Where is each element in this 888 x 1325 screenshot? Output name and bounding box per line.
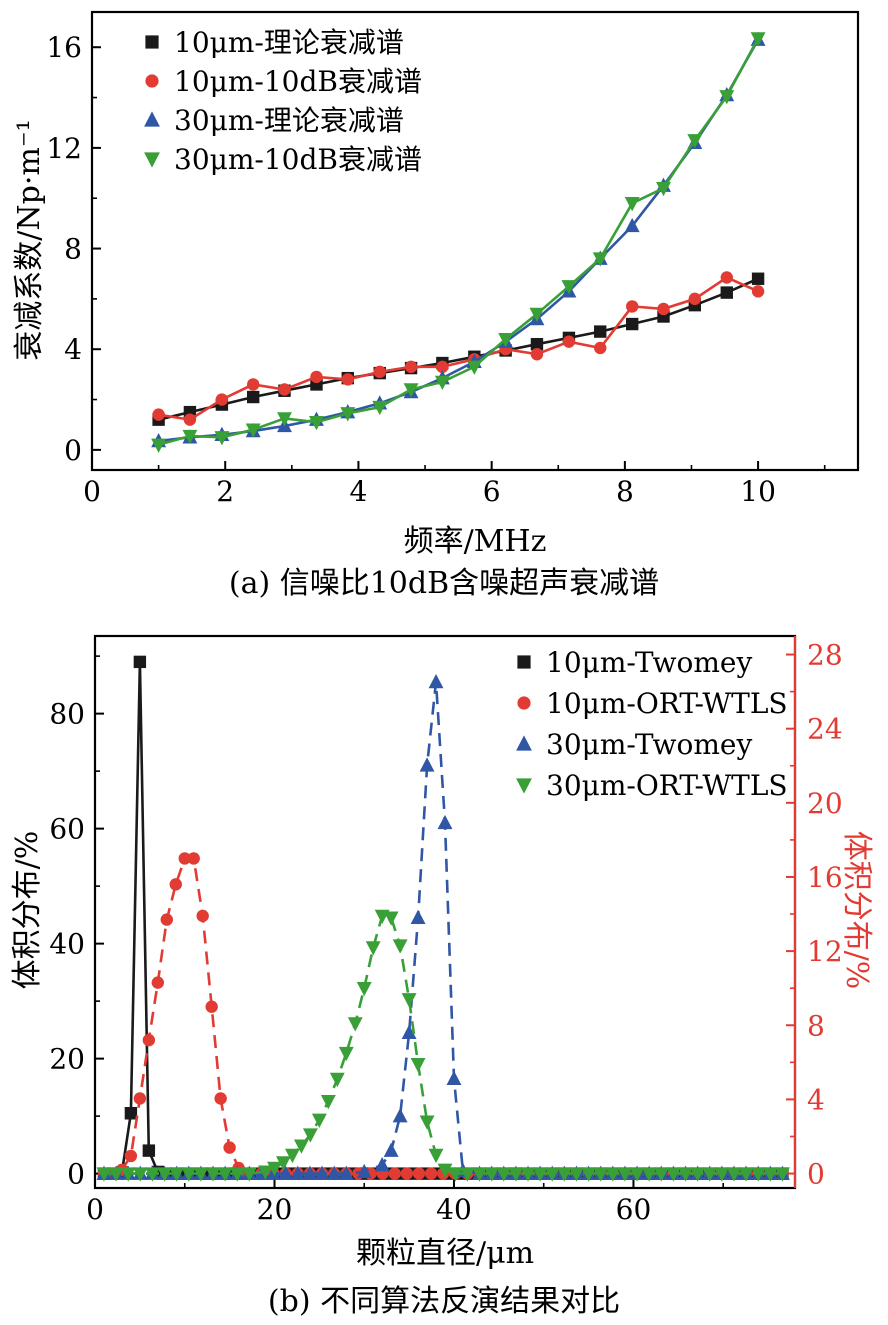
y-tick-label: 20 [49,1043,85,1076]
series-markers-1 [152,271,765,426]
plot-frame [90,10,860,472]
series-line-3 [158,37,760,447]
y2-tick-label: 12 [807,935,843,968]
y2-tick-label: 20 [807,787,843,820]
legend-label-2: 30μm-理论衰减谱 [174,104,404,137]
x-tick-label: 0 [83,475,101,508]
chart-b-left-y-axis-label: 体积分布/% [10,830,45,990]
series-line-2 [158,39,760,443]
x-tick-label: 4 [350,475,368,508]
y2-tick-label: 28 [807,639,843,672]
y2-tick-label: 24 [807,713,843,746]
chart-a-canvas: 0 2 4 6 8 10 0 4 8 12 16 10μm-理论衰减谱 10μm-10dB衰减谱 30μm… [46,10,860,508]
legend-marker-2 [516,735,532,751]
legend-marker-0 [145,35,159,49]
y2-tick-label: 4 [807,1083,825,1116]
chart-a-caption: (a) 信噪比10dB含噪超声衰减谱 [228,566,660,601]
x-tick-label: 8 [616,475,634,508]
y-tick-label: 80 [49,698,85,731]
y2-tick-label: 8 [807,1009,825,1042]
series-line-1 [104,857,783,1175]
legend-label-3: 30μm-10dB衰减谱 [174,143,422,176]
x-tick-label: 6 [483,475,501,508]
y-tick-label: 4 [64,333,82,366]
x-tick-label: 20 [257,1193,293,1226]
legend-label-0: 10μm-理论衰减谱 [174,26,404,59]
y-tick-label: 16 [46,31,82,64]
chart-b-x-axis-label: 颗粒直径/μm [355,1236,535,1271]
y-tick-label: 8 [64,233,82,266]
legend-label-2: 30μm-Twomey [546,728,752,761]
series-markers-3 [151,32,766,453]
y-tick-label: 0 [67,1158,85,1191]
legend-marker-1 [145,74,159,88]
y2-tick-label: 16 [807,861,843,894]
x-tick-label: 2 [216,475,234,508]
chart-a-y-axis-label: 衰减系数/Np·m⁻¹ [12,119,47,361]
legend-marker-0 [517,655,531,669]
series-markers-3 [96,909,790,1182]
y-tick-label: 60 [49,813,85,846]
chart-a-x-axis-label: 频率/MHz [403,524,547,559]
x-tick-label: 60 [616,1193,652,1226]
x-tick-label: 40 [436,1193,472,1226]
y-tick-label: 40 [49,928,85,961]
chart-b-caption: (b) 不同算法反演结果对比 [267,1284,621,1319]
legend-label-1: 10μm-ORT-WTLS [546,687,788,720]
legend-label-1: 10μm-10dB衰减谱 [174,65,422,98]
y-tick-label: 12 [46,132,82,165]
chart-b-right-y-axis-label: 体积分布/% [839,830,874,990]
legend-label-3: 30μm-ORT-WTLS [546,769,788,802]
legend-marker-1 [517,696,531,710]
y2-tick-label: 0 [807,1158,825,1191]
chart-b-canvas: 0 20 40 60 0 20 40 60 80 0 4 8 12 16 20 24 28 10μm-Twomey… [49,634,843,1226]
x-tick-label: 0 [86,1193,104,1226]
x-tick-label: 10 [740,475,776,508]
legend-marker-3 [516,778,532,794]
series-markers-0 [152,272,765,426]
legend-marker-2 [144,111,160,127]
y-tick-label: 0 [64,434,82,467]
legend-marker-3 [144,152,160,168]
legend-label-0: 10μm-Twomey [546,646,752,679]
